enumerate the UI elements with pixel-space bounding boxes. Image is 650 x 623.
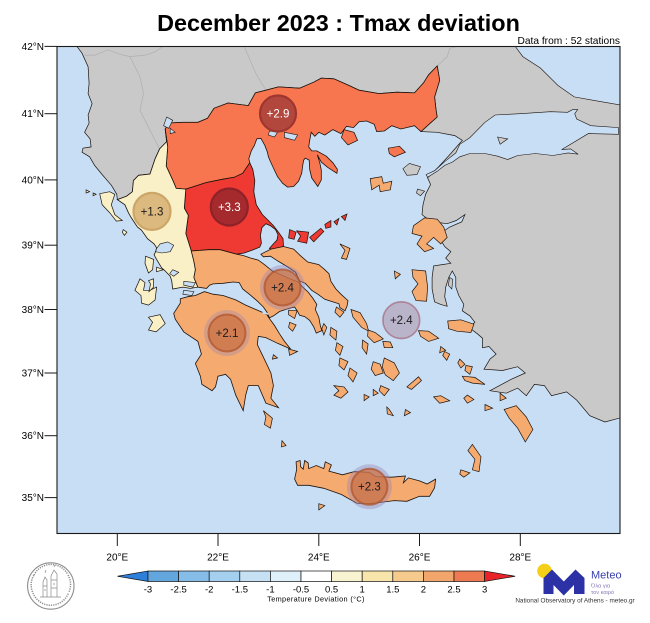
svg-text:+2.4: +2.4 <box>390 315 413 327</box>
svg-text:Temperature Deviation (°C): Temperature Deviation (°C) <box>267 595 365 604</box>
svg-text:Data from : 52 stations: Data from : 52 stations <box>518 36 621 47</box>
svg-text:-2: -2 <box>205 585 213 596</box>
svg-text:-1: -1 <box>266 585 274 596</box>
svg-text:39°N: 39°N <box>22 241 44 252</box>
svg-text:35°N: 35°N <box>22 493 44 504</box>
svg-text:0.5: 0.5 <box>325 585 338 596</box>
svg-text:+2.1: +2.1 <box>216 328 239 340</box>
svg-text:December 2023 : Tmax deviation: December 2023 : Tmax deviation <box>157 10 520 36</box>
svg-text:1: 1 <box>360 585 365 596</box>
svg-text:3: 3 <box>482 585 487 596</box>
svg-text:24°E: 24°E <box>308 553 330 564</box>
svg-text:1.5: 1.5 <box>386 585 399 596</box>
svg-text:-2.5: -2.5 <box>170 585 186 596</box>
svg-text:τον καιρό: τον καιρό <box>591 589 614 596</box>
svg-text:42°N: 42°N <box>22 42 44 53</box>
svg-text:+3.3: +3.3 <box>218 202 241 214</box>
svg-text:+2.9: +2.9 <box>267 108 290 120</box>
svg-text:Όλα για: Όλα για <box>590 584 611 590</box>
svg-text:26°E: 26°E <box>409 553 431 564</box>
svg-text:2.5: 2.5 <box>447 585 460 596</box>
svg-text:-3: -3 <box>144 585 152 596</box>
svg-text:National Observatory of Athens: National Observatory of Athens - meteo.g… <box>515 598 635 605</box>
svg-text:36°N: 36°N <box>22 431 44 442</box>
svg-text:22°E: 22°E <box>207 553 229 564</box>
svg-text:2: 2 <box>421 585 426 596</box>
svg-text:38°N: 38°N <box>22 305 44 316</box>
svg-text:41°N: 41°N <box>22 109 44 120</box>
svg-text:20°E: 20°E <box>106 553 128 564</box>
svg-text:-1.5: -1.5 <box>232 585 248 596</box>
svg-text:28°E: 28°E <box>509 553 531 564</box>
svg-text:37°N: 37°N <box>22 369 44 380</box>
svg-text:+1.3: +1.3 <box>141 206 164 218</box>
svg-text:+2.3: +2.3 <box>358 482 381 494</box>
svg-text:-0.5: -0.5 <box>293 585 309 596</box>
svg-text:40°N: 40°N <box>22 175 44 186</box>
svg-text:+2.4: +2.4 <box>271 282 294 294</box>
svg-text:Meteo: Meteo <box>591 570 622 582</box>
